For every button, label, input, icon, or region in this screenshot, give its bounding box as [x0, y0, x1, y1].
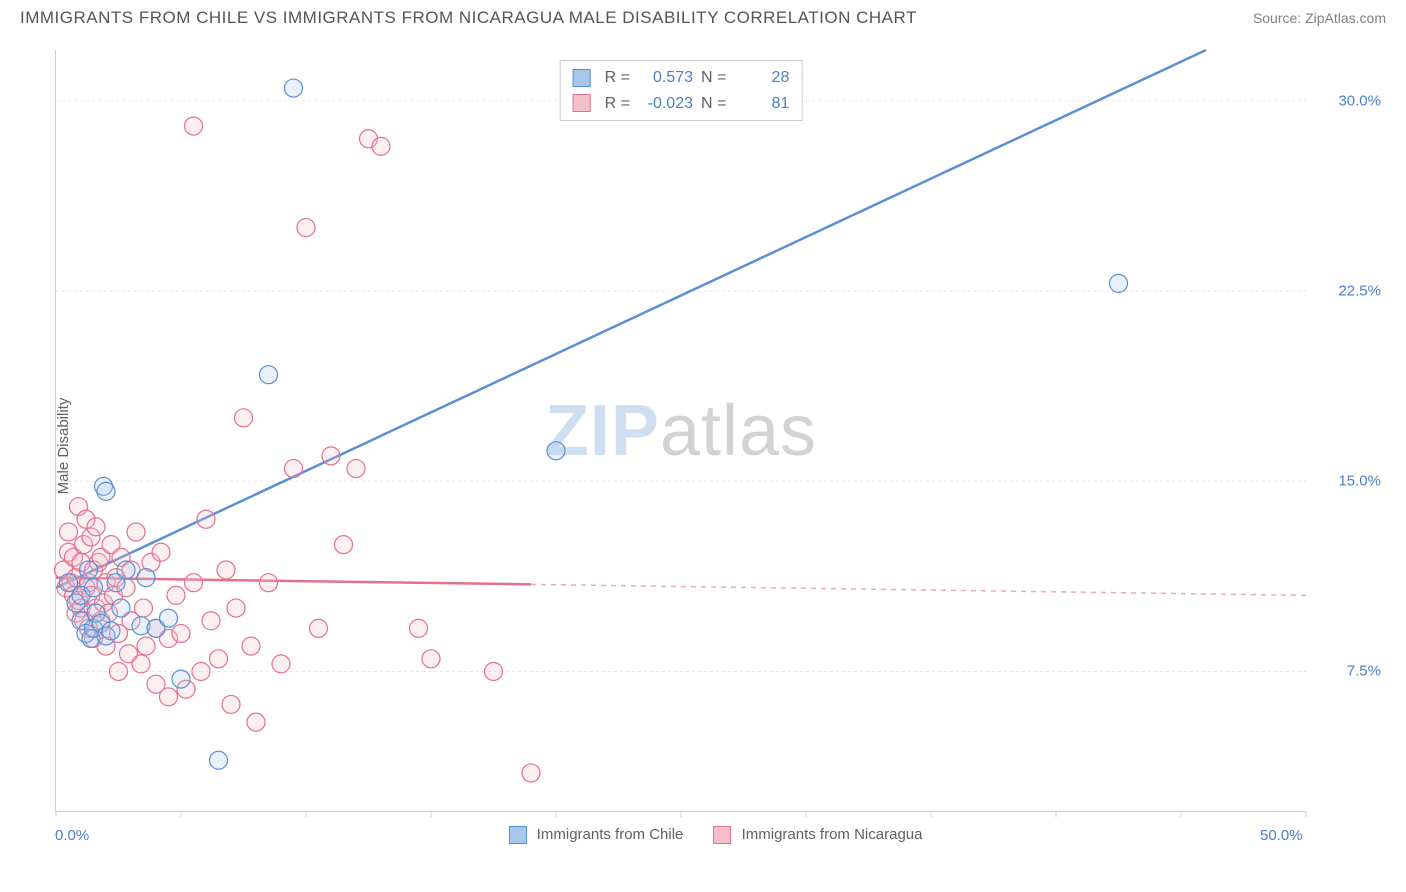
swatch-nicaragua-icon [713, 826, 731, 844]
n-value-chile: 28 [734, 65, 789, 91]
legend-label-chile: Immigrants from Chile [537, 826, 684, 843]
legend-label-nicaragua: Immigrants from Nicaragua [742, 826, 923, 843]
chart-header: IMMIGRANTS FROM CHILE VS IMMIGRANTS FROM… [0, 0, 1406, 32]
plot-area: ZIPatlas R = 0.573 N = 28 R = -0.023 N =… [55, 50, 1306, 812]
n-value-nicaragua: 81 [734, 91, 789, 117]
legend-bottom: Immigrants from Chile Immigrants from Ni… [509, 826, 923, 844]
r-value-chile: 0.573 [638, 65, 693, 91]
y-tick-label: 22.5% [1338, 282, 1381, 299]
r-label: R = [605, 91, 630, 117]
y-tick-label: 30.0% [1338, 92, 1381, 109]
n-label: N = [701, 65, 726, 91]
legend-item-chile: Immigrants from Chile [509, 826, 684, 844]
y-tick-label: 7.5% [1347, 663, 1381, 680]
chart-source: Source: ZipAtlas.com [1253, 10, 1386, 26]
stats-legend-box: R = 0.573 N = 28 R = -0.023 N = 81 [560, 60, 803, 121]
swatch-chile-icon [573, 69, 591, 87]
stats-row-nicaragua: R = -0.023 N = 81 [573, 91, 790, 117]
chart-title: IMMIGRANTS FROM CHILE VS IMMIGRANTS FROM… [20, 8, 917, 28]
r-label: R = [605, 65, 630, 91]
legend-item-nicaragua: Immigrants from Nicaragua [713, 826, 922, 844]
swatch-chile-icon [509, 826, 527, 844]
n-label: N = [701, 91, 726, 117]
y-tick-label: 15.0% [1338, 473, 1381, 490]
chart-container: Male Disability ZIPatlas R = 0.573 N = 2… [45, 40, 1386, 852]
x-tick-label: 50.0% [1260, 827, 1303, 844]
r-value-nicaragua: -0.023 [638, 91, 693, 117]
plot-svg [56, 50, 1306, 811]
x-tick-label: 0.0% [55, 827, 89, 844]
swatch-nicaragua-icon [573, 94, 591, 112]
stats-row-chile: R = 0.573 N = 28 [573, 65, 790, 91]
